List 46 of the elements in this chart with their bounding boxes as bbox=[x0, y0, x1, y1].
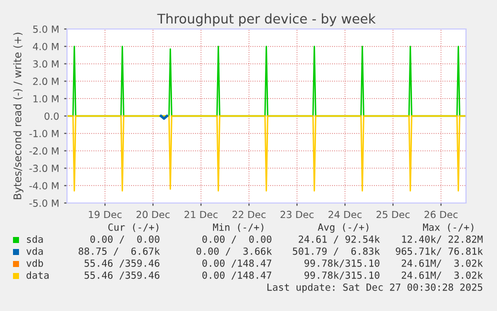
text: 501.79 / 6.83k bbox=[292, 247, 380, 256]
text: 965.71k/ 76.81k bbox=[396, 247, 483, 256]
y-tick-label: 0.0 bbox=[44, 112, 59, 120]
text: 88.75 / 6.67k bbox=[78, 247, 160, 256]
text: 55.46 /359.46 bbox=[84, 271, 160, 280]
legend-label: vda bbox=[26, 247, 43, 255]
x-tick-label: 21 Dec bbox=[184, 210, 218, 218]
y-tick-label: 3.0 M bbox=[33, 60, 58, 68]
legend-label: vdb bbox=[26, 259, 43, 267]
y-tick-label: -2.0 M bbox=[29, 147, 58, 155]
text: 0.00 /148.47 bbox=[202, 259, 272, 268]
x-tick-label: 25 Dec bbox=[376, 210, 410, 218]
y-tick-label: 5.0 M bbox=[33, 25, 58, 33]
text: 55.46 /359.46 bbox=[84, 259, 160, 268]
text: 12.40k/ 22.82M bbox=[402, 235, 483, 244]
text: 0.00 / 3.66k bbox=[196, 247, 272, 256]
y-tick-label: 1.0 M bbox=[33, 95, 58, 102]
text: 99.78k/315.10 bbox=[304, 259, 380, 268]
text: 99.78k/315.10 bbox=[304, 271, 380, 280]
x-tick-label: 26 Dec bbox=[424, 210, 458, 218]
y-tick-label: -5.0 M bbox=[29, 199, 58, 207]
text: Last update: Sat Dec 27 00:30:28 2025 bbox=[267, 283, 482, 293]
text: 0.00 /148.47 bbox=[202, 271, 272, 280]
y-tick-label: 4.0 M bbox=[32, 42, 58, 50]
x-tick-label: 22 Dec bbox=[232, 210, 266, 218]
x-tick-label: 24 Dec bbox=[328, 210, 362, 218]
text: Avg (-/+) bbox=[318, 223, 368, 233]
legend-label: sda bbox=[27, 235, 43, 243]
text: Min (-/+) bbox=[213, 223, 264, 232]
x-tick-label: 23 Dec bbox=[280, 210, 314, 218]
text: 0.00 / 0.00 bbox=[202, 235, 272, 244]
text: 24.61M/ 3.02k bbox=[402, 259, 483, 268]
chart-title: Throughput per device - by week bbox=[157, 13, 376, 26]
x-tick-label: 20 Dec bbox=[136, 210, 170, 218]
text: Cur (-/+) bbox=[108, 223, 158, 232]
y-tick-label: -4.0 M bbox=[29, 182, 58, 190]
y-axis-title: Bytes/second read (-) / write (+) bbox=[13, 32, 24, 200]
text: 24.61M/ 3.02k bbox=[402, 271, 483, 280]
legend-label: data bbox=[26, 271, 49, 279]
y-tick-label: 2.0 M bbox=[33, 78, 58, 86]
y-tick-label: -3.0 M bbox=[29, 164, 58, 172]
y-tick-label: -1.0 M bbox=[29, 130, 58, 138]
text: 24.61 / 92.54k bbox=[298, 235, 380, 244]
text: 0.00 / 0.00 bbox=[90, 235, 160, 244]
text: Max (-/+) bbox=[423, 223, 474, 232]
x-tick-label: 19 Dec bbox=[88, 210, 122, 218]
